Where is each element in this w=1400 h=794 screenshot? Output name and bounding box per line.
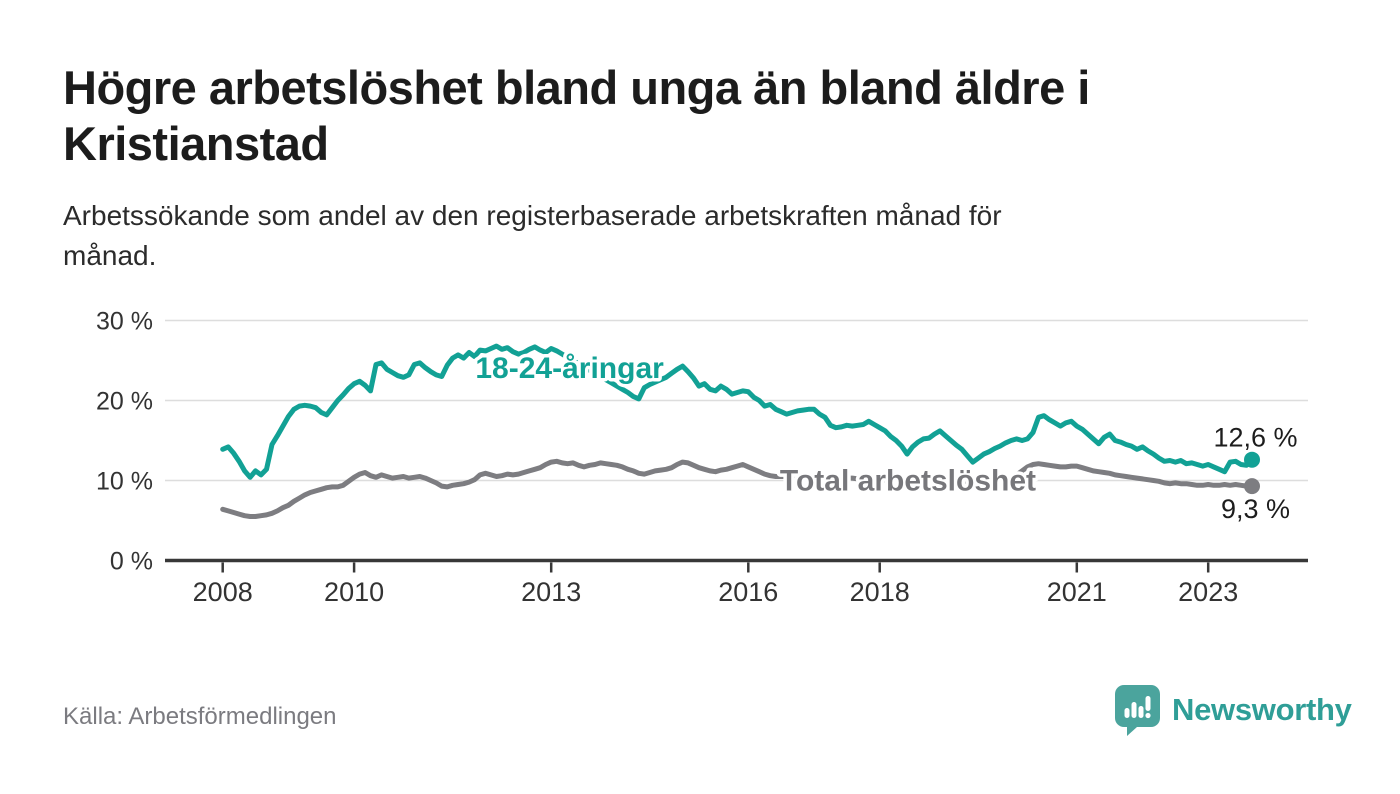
subtitle-line-1: Arbetssökande som andel av den registerb… (63, 200, 1002, 231)
bar-1 (1124, 708, 1130, 718)
speech-bubble-shape (1115, 685, 1160, 736)
x-axis-tick-label: 2023 (1178, 577, 1238, 607)
bar-2 (1131, 702, 1137, 718)
title-line-2: Kristianstad (63, 117, 329, 170)
chart-annotation: 18-24-åringar (475, 352, 664, 385)
y-axis-tick-label: 10 % (96, 468, 153, 496)
chart-subtitle: Arbetssökande som andel av den registerb… (63, 196, 1333, 276)
newsworthy-logo: Newsworthy (1114, 684, 1352, 736)
exclamation-bar (1145, 696, 1151, 711)
x-axis-tick-label: 2008 (193, 577, 253, 607)
series-end-dot-Total arbetslöshet (1244, 478, 1260, 495)
title-line-1: Högre arbetslöshet bland unga än bland ä… (63, 61, 1090, 114)
x-axis-tick-label: 2018 (850, 577, 910, 607)
chart-annotation: 12,6 % (1213, 422, 1297, 452)
y-axis-tick-label: 0 % (110, 548, 153, 576)
series-end-dot-18-24-åringar (1244, 451, 1260, 468)
y-axis-tick-label: 30 % (96, 308, 153, 336)
exclamation-dot (1145, 712, 1151, 719)
chart-annotation: 9,3 % (1221, 494, 1290, 524)
subtitle-line-2: månad. (63, 240, 157, 271)
series-line-Total arbetslöshet (220, 458, 1255, 519)
bar-3 (1138, 706, 1144, 718)
source-note: Källa: Arbetsförmedlingen (63, 703, 337, 730)
x-axis-tick-label: 2010 (324, 577, 384, 607)
newsworthy-bubble-icon (1115, 685, 1160, 736)
brand-name: Newsworthy (1172, 692, 1352, 727)
x-axis-tick-label: 2016 (718, 577, 778, 607)
page-title: Högre arbetslöshet bland unga än bland ä… (63, 60, 1333, 172)
y-axis-tick-label: 20 % (96, 388, 153, 416)
chart-annotation: Total arbetslöshet (780, 465, 1036, 498)
x-axis-tick-label: 2021 (1047, 577, 1107, 607)
series-line-18-24-åringar (220, 343, 1255, 480)
x-axis-tick-label: 2013 (521, 577, 581, 607)
